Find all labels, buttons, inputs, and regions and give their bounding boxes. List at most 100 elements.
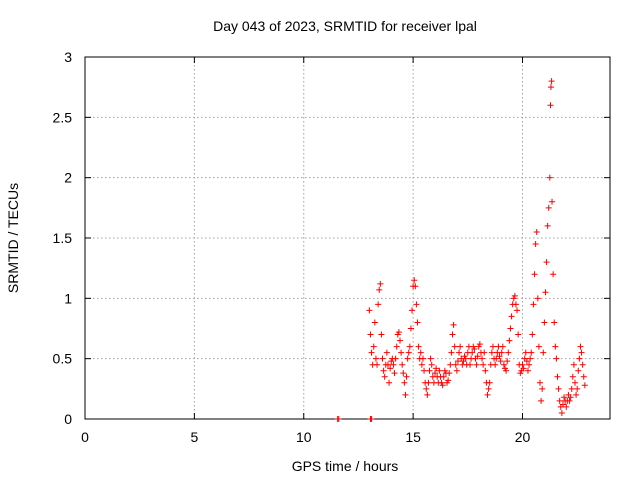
- data-point: [499, 343, 506, 350]
- data-point: [400, 370, 407, 377]
- data-point: [445, 377, 452, 384]
- data-point: [523, 358, 530, 365]
- data-point: [447, 361, 454, 368]
- x-tick-label: 5: [190, 429, 198, 445]
- data-point: [498, 349, 505, 356]
- y-tick-label: 1: [64, 290, 72, 306]
- data-point: [519, 361, 526, 368]
- data-point: [537, 379, 543, 386]
- data-point: [457, 343, 464, 350]
- data-point: [555, 385, 562, 392]
- data-point: [512, 301, 519, 308]
- data-point: [376, 286, 383, 293]
- data-point: [547, 84, 554, 91]
- data-point: [578, 349, 585, 356]
- data-point: [446, 370, 453, 377]
- data-point: [507, 325, 514, 332]
- data-point: [484, 391, 491, 398]
- data-point: [397, 337, 403, 344]
- data-point: [539, 385, 546, 392]
- data-point: [544, 222, 551, 229]
- x-tick-label: 0: [81, 429, 89, 445]
- data-point: [415, 343, 422, 350]
- data-point: [366, 307, 373, 314]
- data-point: [574, 385, 581, 392]
- data-point: [476, 341, 483, 348]
- x-tick-label: 10: [296, 429, 312, 445]
- grid: [85, 57, 610, 419]
- data-point: [496, 353, 503, 360]
- data-point: [453, 367, 460, 374]
- data-point: [488, 349, 495, 356]
- data-point: [371, 319, 378, 326]
- data-point: [558, 409, 565, 416]
- data-point: [522, 349, 529, 356]
- data-point: [390, 361, 397, 368]
- data-point: [368, 416, 375, 422]
- data-point: [412, 283, 419, 290]
- data-point: [469, 349, 476, 356]
- data-point: [515, 331, 522, 338]
- data-point: [413, 301, 420, 308]
- data-point: [580, 373, 587, 380]
- data-point: [370, 343, 377, 350]
- data-point: [546, 174, 553, 181]
- data-point: [552, 343, 559, 350]
- data-point: [377, 280, 384, 287]
- data-point: [534, 295, 541, 302]
- data-point: [554, 373, 561, 380]
- data-point: [404, 355, 411, 362]
- data-point: [541, 319, 548, 326]
- x-tick-label: 15: [405, 429, 421, 445]
- data-point: [387, 365, 394, 372]
- data-point: [524, 367, 531, 374]
- data-point: [419, 355, 426, 362]
- y-tick-label: 3: [64, 49, 72, 65]
- data-point: [440, 373, 447, 380]
- data-point: [547, 102, 554, 109]
- data-point: [378, 331, 385, 338]
- data-point: [471, 346, 478, 353]
- data-point: [409, 307, 416, 314]
- data-point: [559, 401, 566, 408]
- data-point: [485, 385, 492, 392]
- data-point: [543, 259, 550, 266]
- data-point: [486, 379, 493, 386]
- data-point: [540, 349, 547, 356]
- data-point: [572, 379, 578, 386]
- data-point: [402, 391, 409, 398]
- data-point: [439, 382, 446, 389]
- data-point: [433, 365, 440, 372]
- data-point: [511, 292, 518, 299]
- data-point: [576, 355, 583, 362]
- data-point: [492, 361, 499, 368]
- data-point: [425, 379, 432, 386]
- data-point: [568, 385, 575, 392]
- data-point: [570, 361, 577, 368]
- chart-title: Day 043 of 2023, SRMTID for receiver lpa…: [213, 18, 477, 34]
- data-point: [374, 361, 381, 368]
- data-point: [503, 367, 510, 374]
- data-points: [334, 78, 588, 422]
- data-point: [473, 361, 480, 368]
- data-point: [405, 349, 412, 356]
- data-point: [579, 361, 586, 368]
- data-point: [493, 355, 500, 362]
- data-point: [380, 367, 387, 374]
- y-tick-label: 2: [64, 170, 72, 186]
- data-point: [450, 321, 457, 328]
- data-point: [575, 367, 582, 374]
- data-point: [427, 355, 434, 362]
- data-point: [368, 349, 375, 356]
- y-tick-label: 1.5: [53, 230, 73, 246]
- data-point: [384, 361, 391, 368]
- data-point: [417, 349, 424, 356]
- data-point: [551, 319, 558, 326]
- data-point: [395, 329, 402, 336]
- data-point: [451, 343, 458, 350]
- data-point: [426, 367, 433, 374]
- y-axis-label: SRMTID / TECUs: [5, 183, 21, 293]
- y-tick-label: 0: [64, 411, 72, 427]
- data-point: [432, 370, 438, 377]
- data-point: [406, 343, 413, 350]
